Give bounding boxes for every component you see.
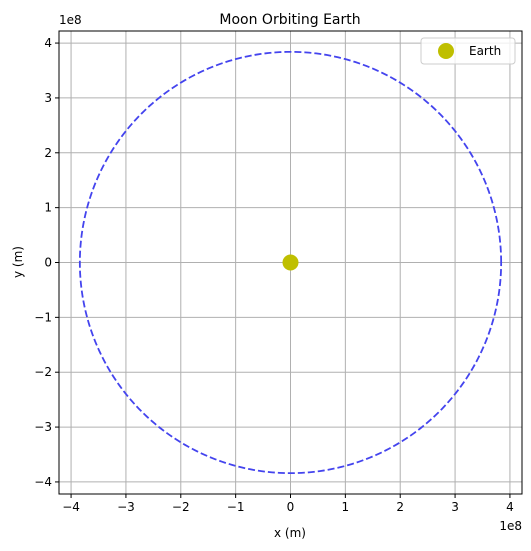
legend-earth-marker <box>438 43 454 59</box>
x-axis-label: x (m) <box>274 526 306 540</box>
x-tick-label: 2 <box>396 500 404 514</box>
y-tick-label: −4 <box>34 475 52 489</box>
y-tick-label: 0 <box>44 256 52 270</box>
legend-earth-label: Earth <box>469 44 501 58</box>
x-offset-label: 1e8 <box>499 519 522 533</box>
grid-layer <box>59 31 522 494</box>
tick-layer: −4 −3 −2 −1 0 1 2 3 4 −4 −3 −2 −1 0 1 2 3 4 <box>34 36 513 514</box>
x-tick-label: −4 <box>62 500 80 514</box>
x-tick-label: −2 <box>172 500 190 514</box>
y-tick-label: 4 <box>44 36 52 50</box>
x-tick-label: 3 <box>451 500 459 514</box>
y-offset-label: 1e8 <box>59 13 82 27</box>
legend: Earth <box>420 37 516 65</box>
chart-title: Moon Orbiting Earth <box>219 12 360 28</box>
x-tick-label: −3 <box>117 500 135 514</box>
y-tick-label: 1 <box>44 201 52 215</box>
x-tick-label: 0 <box>287 500 295 514</box>
x-tick-label: −1 <box>227 500 245 514</box>
y-axis-label: y (m) <box>11 246 25 278</box>
moon-orbit-line <box>78 50 503 475</box>
y-tick-label: −1 <box>34 310 52 324</box>
x-tick-label: 4 <box>506 500 514 514</box>
x-tick-label: 1 <box>342 500 350 514</box>
y-tick-label: 2 <box>44 146 52 160</box>
data-layer <box>78 50 503 475</box>
earth-marker <box>282 254 299 271</box>
y-tick-label: 3 <box>44 91 52 105</box>
y-tick-label: −3 <box>34 420 52 434</box>
y-tick-label: −2 <box>34 365 52 379</box>
